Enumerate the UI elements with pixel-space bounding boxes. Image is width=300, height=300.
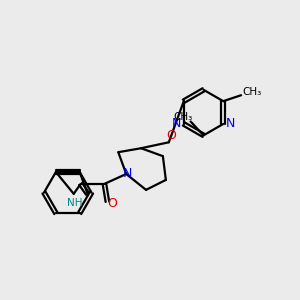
Text: O: O	[166, 129, 176, 142]
Text: NH: NH	[67, 198, 83, 208]
Text: N: N	[122, 167, 132, 179]
Text: CH₃: CH₃	[173, 112, 192, 122]
Text: CH₃: CH₃	[242, 87, 262, 97]
Text: O: O	[107, 197, 117, 210]
Text: N: N	[172, 118, 182, 130]
Text: N: N	[226, 118, 235, 130]
